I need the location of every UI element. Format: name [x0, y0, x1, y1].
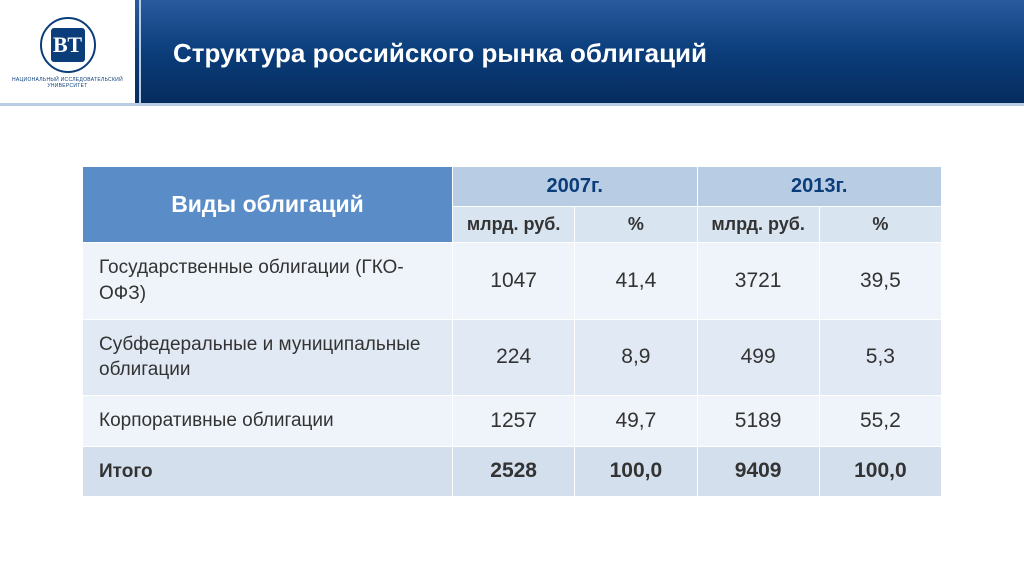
- table-total-row: Итого 2528 100,0 9409 100,0: [83, 446, 942, 497]
- cell-value: 5189: [697, 395, 819, 446]
- cell-value: 1257: [453, 395, 575, 446]
- subcol-mlrd-2: млрд. руб.: [697, 207, 819, 243]
- logo-letters: ВТ: [51, 28, 85, 62]
- cell-value: 8,9: [575, 319, 697, 395]
- subcol-pct-2: %: [819, 207, 941, 243]
- cell-value: 55,2: [819, 395, 941, 446]
- cell-value: 2528: [453, 446, 575, 497]
- subcol-pct-1: %: [575, 207, 697, 243]
- col-header-year-2013: 2013г.: [697, 167, 942, 207]
- logo-subtitle: НАЦИОНАЛЬНЫЙ ИССЛЕДОВАТЕЛЬСКИЙ УНИВЕРСИТ…: [8, 77, 127, 89]
- logo-circle: ВТ: [40, 17, 96, 73]
- cell-value: 41,4: [575, 243, 697, 319]
- cell-value: 100,0: [575, 446, 697, 497]
- cell-value: 100,0: [819, 446, 941, 497]
- row-label: Корпоративные облигации: [83, 395, 453, 446]
- table-row: Корпоративные облигации 1257 49,7 5189 5…: [83, 395, 942, 446]
- row-label: Государственные облигации (ГКО-ОФЗ): [83, 243, 453, 319]
- cell-value: 3721: [697, 243, 819, 319]
- page-title: Структура российского рынка облигаций: [173, 38, 707, 69]
- content-area: Виды облигаций 2007г. 2013г. млрд. руб. …: [0, 106, 1024, 497]
- table-row: Субфедеральные и муниципальные облигации…: [83, 319, 942, 395]
- slide-header: ВТ НАЦИОНАЛЬНЫЙ ИССЛЕДОВАТЕЛЬСКИЙ УНИВЕР…: [0, 0, 1024, 106]
- table-row: Государственные облигации (ГКО-ОФЗ) 1047…: [83, 243, 942, 319]
- cell-value: 1047: [453, 243, 575, 319]
- cell-value: 39,5: [819, 243, 941, 319]
- cell-value: 5,3: [819, 319, 941, 395]
- header-underline: [0, 103, 1024, 106]
- header-divider: [139, 0, 141, 106]
- cell-value: 49,7: [575, 395, 697, 446]
- cell-value: 224: [453, 319, 575, 395]
- subcol-mlrd-1: млрд. руб.: [453, 207, 575, 243]
- bonds-table: Виды облигаций 2007г. 2013г. млрд. руб. …: [82, 166, 942, 497]
- col-header-types: Виды облигаций: [83, 167, 453, 243]
- cell-value: 499: [697, 319, 819, 395]
- row-label: Субфедеральные и муниципальные облигации: [83, 319, 453, 395]
- logo-area: ВТ НАЦИОНАЛЬНЫЙ ИССЛЕДОВАТЕЛЬСКИЙ УНИВЕР…: [0, 0, 135, 106]
- col-header-year-2007: 2007г.: [453, 167, 698, 207]
- cell-value: 9409: [697, 446, 819, 497]
- total-label: Итого: [83, 446, 453, 497]
